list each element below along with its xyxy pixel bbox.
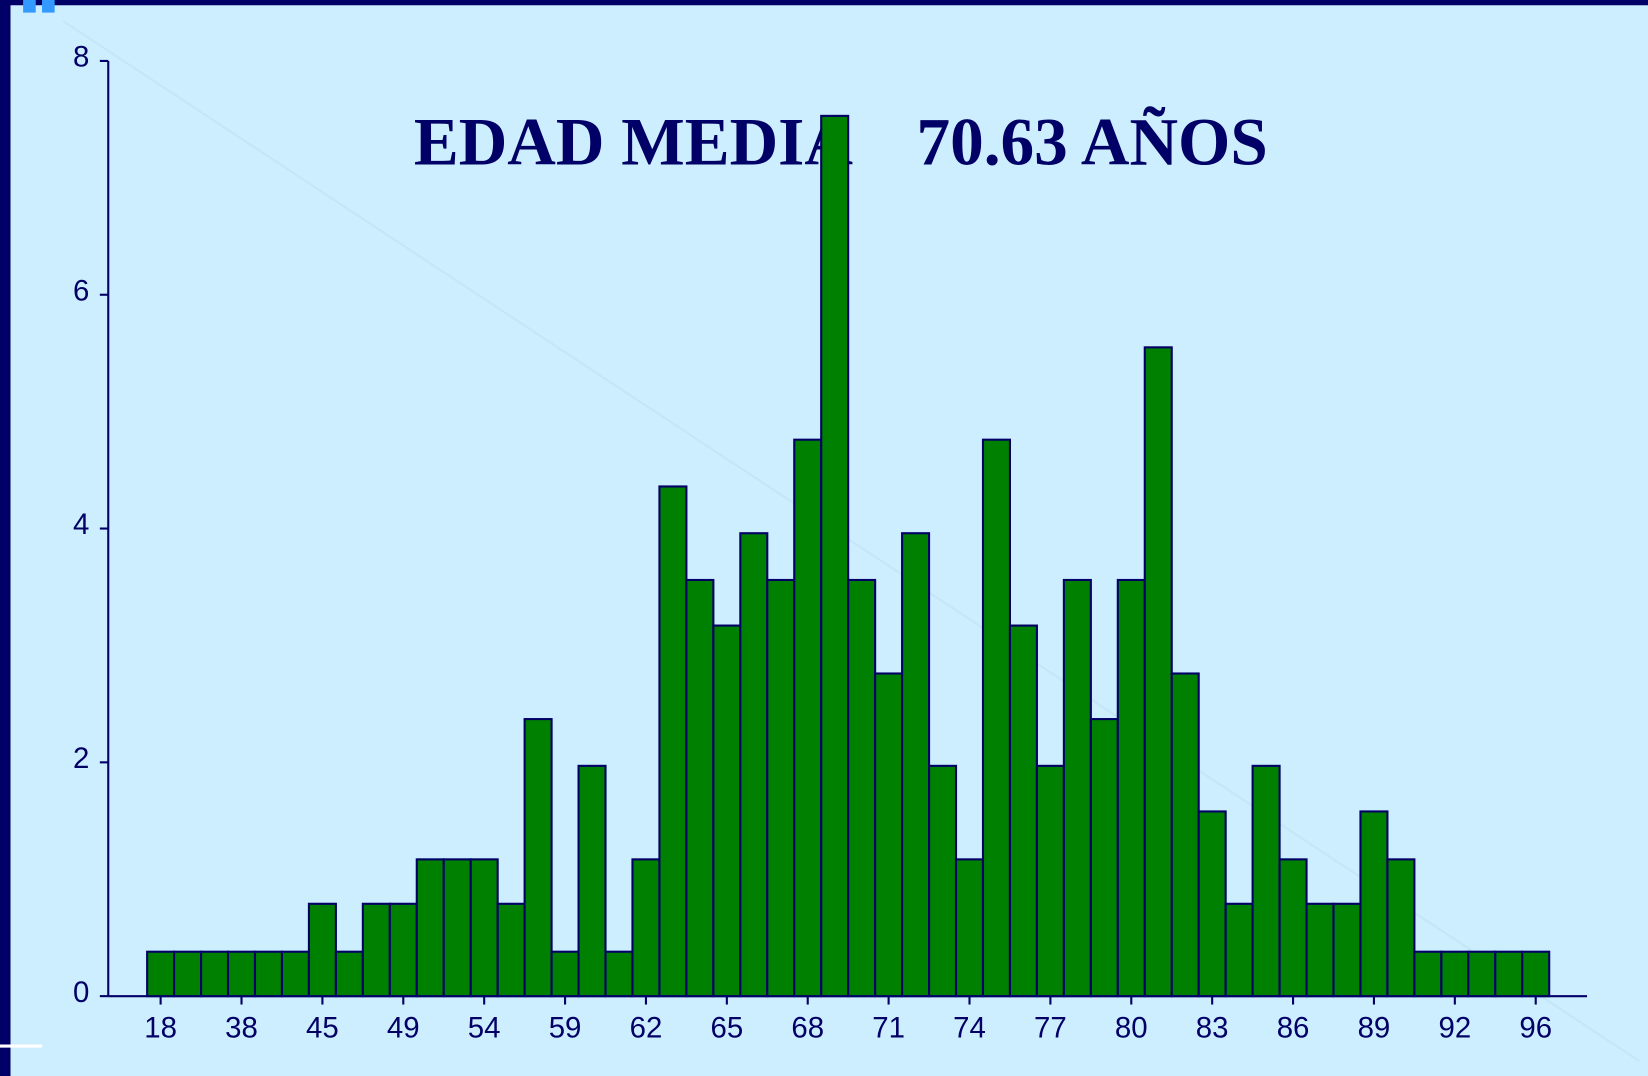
bar bbox=[928, 764, 958, 998]
bar bbox=[146, 950, 176, 998]
y-tick-label: 2 bbox=[73, 742, 89, 775]
bar bbox=[1386, 858, 1416, 998]
x-tick-label: 96 bbox=[1519, 1012, 1552, 1045]
bar bbox=[523, 718, 553, 998]
bar bbox=[1170, 672, 1200, 998]
bar bbox=[1278, 858, 1308, 998]
bar bbox=[847, 578, 877, 998]
bar bbox=[550, 950, 580, 998]
bar bbox=[173, 950, 203, 998]
x-tick-label: 54 bbox=[468, 1012, 501, 1045]
bar bbox=[1224, 902, 1254, 998]
bar bbox=[200, 950, 230, 998]
frame-left bbox=[0, 0, 11, 1076]
bar bbox=[739, 532, 769, 998]
bar bbox=[712, 624, 742, 998]
x-tick-label: 68 bbox=[791, 1012, 824, 1045]
bar bbox=[631, 858, 661, 998]
bar bbox=[1494, 950, 1524, 998]
bar bbox=[334, 950, 364, 998]
x-tick-label: 80 bbox=[1115, 1012, 1148, 1045]
x-tick-label: 62 bbox=[630, 1012, 663, 1045]
bar bbox=[1062, 578, 1092, 998]
bar bbox=[901, 532, 931, 998]
bar bbox=[1467, 950, 1497, 998]
corner-square bbox=[23, 0, 36, 13]
bar bbox=[1035, 764, 1065, 998]
x-tick-label: 65 bbox=[710, 1012, 743, 1045]
bar bbox=[658, 485, 688, 998]
bar bbox=[280, 950, 310, 998]
x-tick-label: 89 bbox=[1358, 1012, 1391, 1045]
bar bbox=[496, 902, 526, 998]
bar bbox=[766, 578, 796, 998]
x-tick-label: 83 bbox=[1196, 1012, 1229, 1045]
bar bbox=[1305, 902, 1335, 998]
bar bbox=[1116, 578, 1146, 998]
x-tick-label: 49 bbox=[387, 1012, 420, 1045]
bar bbox=[1440, 950, 1470, 998]
x-tick-label: 18 bbox=[144, 1012, 177, 1045]
bar bbox=[577, 764, 607, 998]
x-tick-label: 74 bbox=[953, 1012, 986, 1045]
bar bbox=[226, 950, 257, 998]
bar bbox=[469, 858, 499, 998]
bar bbox=[1089, 718, 1119, 998]
bar bbox=[820, 114, 850, 998]
corner-square bbox=[42, 0, 55, 13]
frame-top bbox=[0, 0, 1648, 6]
bar bbox=[361, 902, 391, 998]
bar bbox=[1521, 950, 1551, 998]
y-tick-label: 8 bbox=[73, 41, 89, 74]
bar bbox=[307, 902, 337, 998]
y-tick-label: 6 bbox=[73, 274, 89, 307]
bar bbox=[1008, 624, 1038, 998]
bar bbox=[1332, 902, 1362, 998]
y-tick-label: 0 bbox=[73, 976, 89, 1009]
bar bbox=[685, 578, 715, 998]
bar bbox=[415, 858, 445, 998]
x-tick-label: 92 bbox=[1438, 1012, 1471, 1045]
x-tick-label: 86 bbox=[1277, 1012, 1310, 1045]
bar bbox=[1143, 346, 1173, 998]
bar bbox=[1197, 810, 1227, 998]
bar bbox=[954, 858, 985, 998]
bar bbox=[874, 672, 904, 998]
bar bbox=[388, 902, 418, 998]
bar bbox=[981, 438, 1012, 998]
x-tick-label: 59 bbox=[549, 1012, 582, 1045]
x-tick-label: 77 bbox=[1034, 1012, 1067, 1045]
x-tick-label: 38 bbox=[225, 1012, 258, 1045]
bar bbox=[793, 438, 823, 998]
bar bbox=[253, 950, 284, 998]
bar bbox=[1251, 764, 1281, 998]
x-tick-label: 71 bbox=[872, 1012, 905, 1045]
bar bbox=[442, 858, 472, 998]
bar bbox=[1413, 950, 1443, 998]
frame-mark bbox=[0, 1044, 43, 1048]
x-tick-label: 45 bbox=[306, 1012, 339, 1045]
bar bbox=[604, 950, 634, 998]
bar bbox=[1359, 810, 1389, 998]
y-tick-label: 4 bbox=[73, 508, 89, 541]
